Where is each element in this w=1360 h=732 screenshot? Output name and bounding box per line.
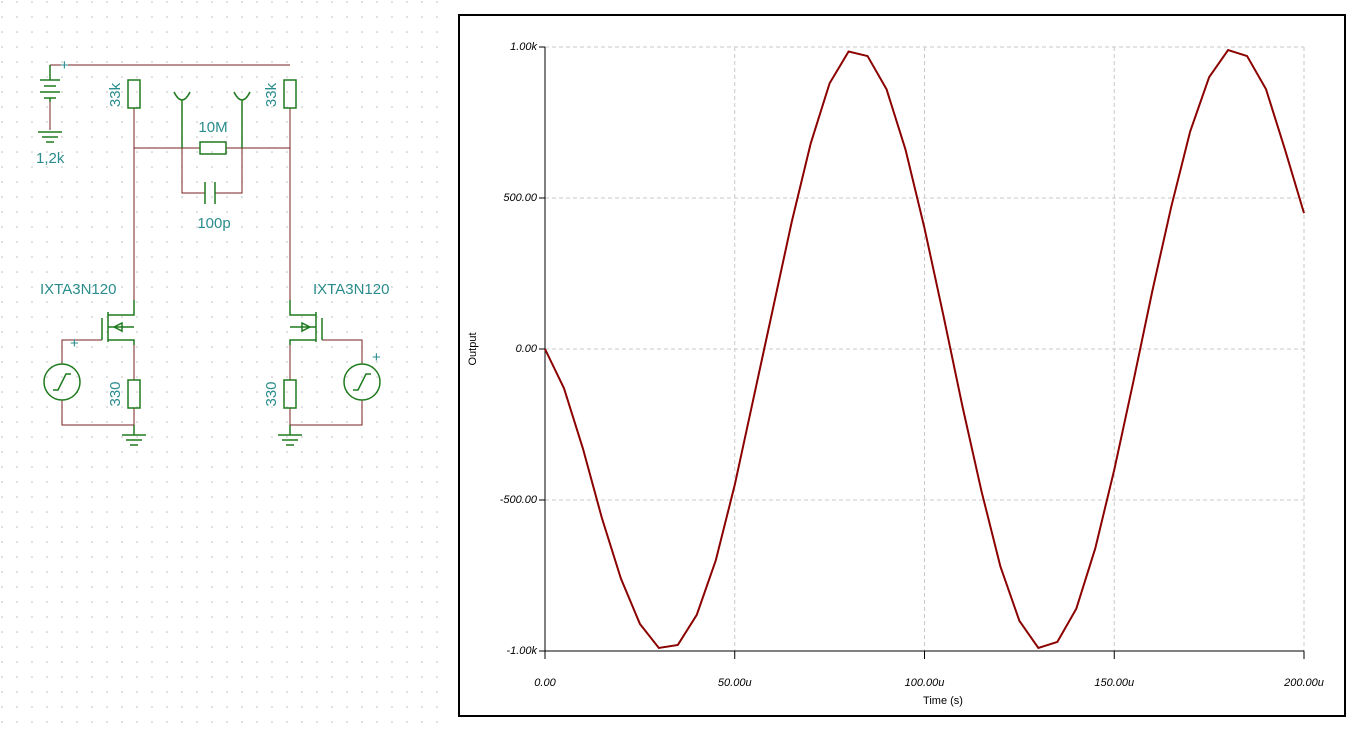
polarity: + xyxy=(372,349,381,366)
y-axis-label: Output xyxy=(467,332,479,365)
label: 33k xyxy=(107,82,124,107)
x-tick-label: 200.00u xyxy=(1283,677,1324,689)
resistor xyxy=(199,141,227,155)
y-tick-label: 1.00k xyxy=(510,41,537,53)
x-tick-label: 150.00u xyxy=(1094,677,1134,689)
chart: Output Time (s) -1.00k -500.00 0.00 500.00 1… xyxy=(458,14,1346,717)
x-tick-label: 0.00 xyxy=(534,677,556,689)
source xyxy=(43,363,81,401)
capacitor xyxy=(173,91,251,204)
label: 1,2k xyxy=(36,150,65,167)
schematic: + + + 1,2k 33k 33k 10M 100p IXTA3N120 IX… xyxy=(36,57,389,446)
y-tick-label: 0.00 xyxy=(516,343,538,355)
label: 330 xyxy=(263,381,280,406)
x-tick-label: 100.00u xyxy=(905,677,945,689)
label: IXTA3N120 xyxy=(313,281,389,298)
chart-frame xyxy=(458,14,1346,717)
label: 330 xyxy=(107,381,124,406)
label: IXTA3N120 xyxy=(40,281,116,298)
y-tick-label: -1.00k xyxy=(506,645,537,657)
wires xyxy=(49,64,363,426)
label: 10M xyxy=(198,119,227,136)
resistor xyxy=(283,79,297,109)
y-tick-label: 500.00 xyxy=(503,192,538,204)
resistor xyxy=(127,79,141,109)
label: 33k xyxy=(263,82,280,107)
polarity: + xyxy=(70,335,79,352)
resistor xyxy=(283,379,297,409)
resistor xyxy=(127,379,141,409)
mosfets xyxy=(101,300,323,345)
x-tick-label: 50.00u xyxy=(718,677,752,689)
y-tick-label: -500.00 xyxy=(500,494,538,506)
series-line xyxy=(544,48,1305,650)
battery xyxy=(38,65,62,143)
source xyxy=(343,363,381,401)
axes xyxy=(544,47,1304,652)
label: 100p xyxy=(197,215,230,232)
dot-grid xyxy=(0,0,450,732)
symbols xyxy=(53,373,371,446)
polarity: + xyxy=(60,57,69,74)
x-axis-label: Time (s) xyxy=(923,695,963,707)
